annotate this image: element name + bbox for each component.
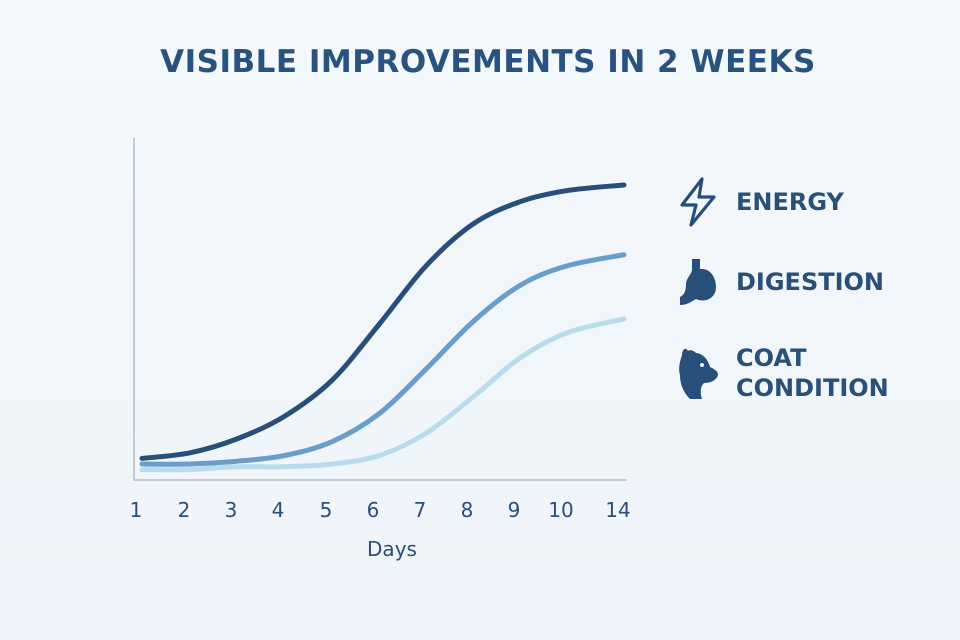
lightning-icon — [680, 177, 716, 227]
dog-head-icon — [679, 348, 718, 399]
legend-item-coat-condition: COAT CONDITION — [676, 343, 896, 403]
x-tick-label: 6 — [367, 498, 380, 522]
x-tick-label: 14 — [605, 498, 630, 522]
x-tick-label: 10 — [548, 498, 573, 522]
x-tick-label: 4 — [272, 498, 285, 522]
series-line-energy — [139, 182, 627, 461]
legend-label-energy: ENERGY — [736, 188, 844, 216]
x-tick-label: 8 — [461, 498, 474, 522]
legend-item-digestion: DIGESTION — [676, 257, 884, 307]
x-tick-label: 2 — [178, 498, 191, 522]
x-tick-label: 3 — [225, 498, 238, 522]
x-axis-label: Days — [367, 537, 417, 561]
x-tick-label: 5 — [320, 498, 333, 522]
chart-title: VISIBLE IMPROVEMENTS IN 2 WEEKS — [160, 44, 816, 80]
x-tick-label: 1 — [130, 498, 143, 522]
series-line-coat-condition — [139, 316, 627, 473]
x-tick-label: 9 — [508, 498, 521, 522]
legend-label-coat-condition: COAT CONDITION — [736, 344, 889, 402]
x-tick-label: 7 — [414, 498, 427, 522]
series-line-digestion — [139, 252, 627, 467]
stomach-icon — [680, 259, 716, 305]
legend-item-energy: ENERGY — [676, 177, 844, 227]
legend-label-digestion: DIGESTION — [736, 268, 885, 296]
